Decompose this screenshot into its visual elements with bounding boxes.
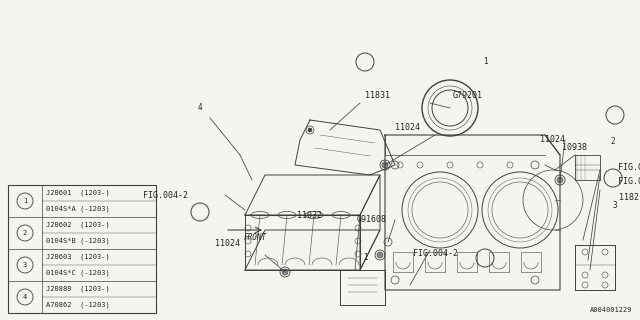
Text: 3: 3 <box>23 262 27 268</box>
Bar <box>521 252 541 272</box>
Circle shape <box>382 162 388 168</box>
Text: 11821: 11821 <box>619 194 640 203</box>
Text: FIG.004-2: FIG.004-2 <box>413 249 458 258</box>
Bar <box>457 252 477 272</box>
Text: 2: 2 <box>611 138 615 147</box>
Text: 1: 1 <box>363 253 367 262</box>
Text: A70862  (-1203): A70862 (-1203) <box>46 302 109 308</box>
Bar <box>425 252 445 272</box>
Text: FIG.004-2: FIG.004-2 <box>143 190 188 199</box>
Text: 11024: 11024 <box>395 124 420 132</box>
Text: 2: 2 <box>23 230 27 236</box>
Text: J20603  (1203-): J20603 (1203-) <box>46 254 109 260</box>
Text: 1: 1 <box>483 58 487 67</box>
Circle shape <box>557 177 563 183</box>
Bar <box>393 252 413 272</box>
Circle shape <box>308 128 312 132</box>
Text: 0104S*B (-1203): 0104S*B (-1203) <box>46 238 109 244</box>
Text: G91608: G91608 <box>357 215 387 225</box>
Text: G79201: G79201 <box>453 92 483 100</box>
Text: 0104S*C (-1203): 0104S*C (-1203) <box>46 270 109 276</box>
Text: 3: 3 <box>612 201 618 210</box>
Text: 11032: 11032 <box>297 211 322 220</box>
Text: 11024: 11024 <box>215 238 240 247</box>
Text: 4: 4 <box>23 294 27 300</box>
Text: FIG.082: FIG.082 <box>618 178 640 187</box>
Text: 11024: 11024 <box>540 135 565 145</box>
Text: J20602  (1203-): J20602 (1203-) <box>46 222 109 228</box>
Text: FRONT: FRONT <box>243 233 267 242</box>
Text: 4: 4 <box>198 103 202 113</box>
Text: 10938: 10938 <box>562 143 587 153</box>
Circle shape <box>282 269 288 275</box>
Circle shape <box>377 252 383 258</box>
Text: 0104S*A (-1203): 0104S*A (-1203) <box>46 206 109 212</box>
Bar <box>8 185 156 313</box>
Text: 11831: 11831 <box>365 92 390 100</box>
Text: 1: 1 <box>23 198 27 204</box>
Text: FIG.036: FIG.036 <box>618 164 640 172</box>
Text: J20601  (1203-): J20601 (1203-) <box>46 190 109 196</box>
Text: J20889  (1203-): J20889 (1203-) <box>46 286 109 292</box>
Text: A004001229: A004001229 <box>589 307 632 313</box>
Bar <box>489 252 509 272</box>
